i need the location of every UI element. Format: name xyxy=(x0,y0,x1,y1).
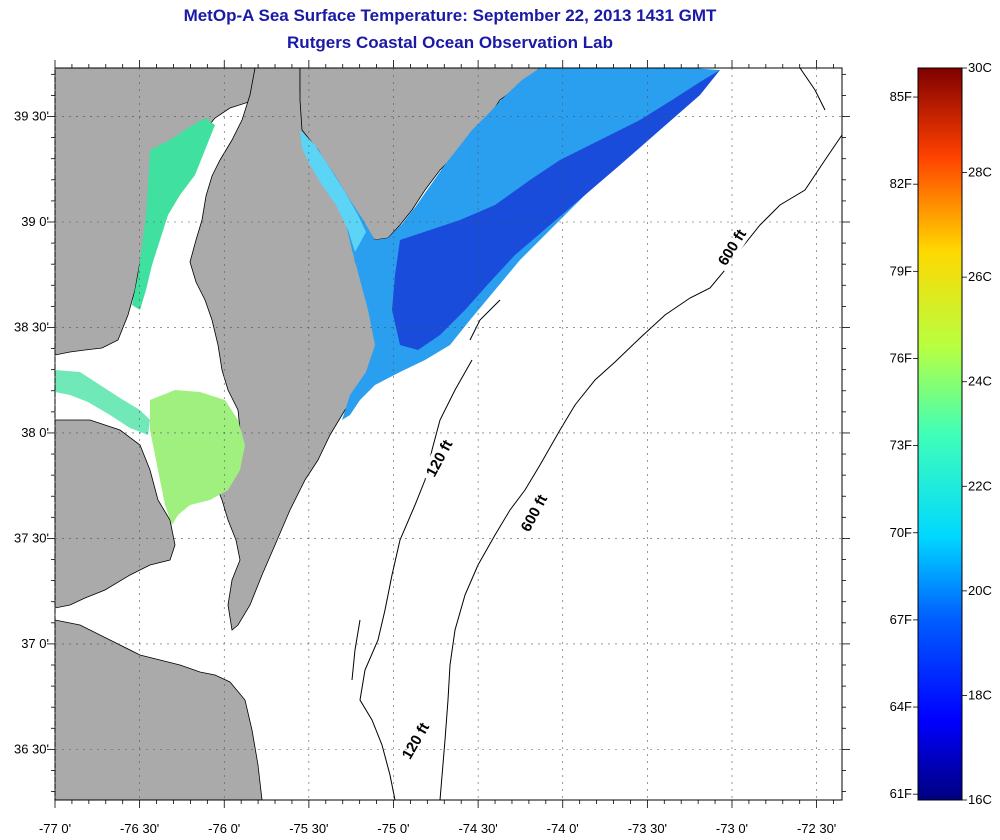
lon-label: -74 30' xyxy=(458,821,497,836)
lat-label: 39 0' xyxy=(21,214,49,229)
sst-nj-offshore-cold xyxy=(392,70,720,350)
land-va-south xyxy=(55,619,263,800)
map-title: MetOp-A Sea Surface Temperature: Septemb… xyxy=(183,6,717,25)
colorbar-label-c: 16C xyxy=(968,792,992,807)
contour-label-bg xyxy=(514,487,554,539)
lon-label: -74 0' xyxy=(547,821,579,836)
colorbar xyxy=(917,67,963,801)
sst-chesapeake-mid xyxy=(150,390,245,525)
contour-120ft-inner xyxy=(351,68,826,681)
lat-label: 37 30' xyxy=(14,530,49,545)
colorbar-label-f: 67F xyxy=(890,612,912,627)
land-va-peninsula xyxy=(55,419,176,609)
colorbar-label-f: 79F xyxy=(890,263,912,278)
colorbar-label-c: 30C xyxy=(968,60,992,75)
colorbar-label-c: 26C xyxy=(968,269,992,284)
contour-label-bg xyxy=(711,222,753,273)
latitude-labels: 39 30' 39 0' 38 30' 38 0' 37 30' 37 0' 36 30' xyxy=(14,109,49,757)
sst-potomac xyxy=(55,370,150,435)
longitude-labels: -77 0' -76 30' -76 0' -75 30' -75 0' -74 30' -… xyxy=(39,821,836,836)
lon-label: -77 0' xyxy=(39,821,71,836)
lon-label: -75 0' xyxy=(377,821,409,836)
lat-label: 38 30' xyxy=(14,319,49,334)
colorbar-label-f: 64F xyxy=(890,699,912,714)
bathymetry-contours xyxy=(351,68,842,800)
contour-600ft xyxy=(439,134,842,800)
lon-label: -73 0' xyxy=(716,821,748,836)
colorbar-labels: 30C 28C 26C 24C 22C 20C 18C 16C 85F 82F 79F 76F 73F 7… xyxy=(890,60,992,807)
colorbar-label-f: 82F xyxy=(890,176,912,191)
colorbar-label-f: 85F xyxy=(890,89,912,104)
contour-label-bg xyxy=(395,715,436,767)
graticule xyxy=(47,60,850,808)
lat-label: 37 0' xyxy=(21,636,49,651)
map-subtitle: Rutgers Coastal Ocean Observation Lab xyxy=(287,33,613,52)
lon-label: -76 0' xyxy=(208,821,240,836)
colorbar-label-c: 20C xyxy=(968,583,992,598)
lon-label: -75 30' xyxy=(289,821,328,836)
lat-label: 38 0' xyxy=(21,425,49,440)
colorbar-label-f: 61F xyxy=(890,786,912,801)
sst-chesapeake-upper xyxy=(132,118,215,310)
lat-label: 36 30' xyxy=(14,741,49,756)
colorbar-label-f: 76F xyxy=(890,350,912,365)
colorbar-label-f: 70F xyxy=(890,525,912,540)
sst-delaware-bay-light xyxy=(300,130,366,252)
lat-label: 39 30' xyxy=(14,109,49,124)
contour-label-bg xyxy=(419,432,459,484)
colorbar-label-c: 18C xyxy=(968,687,992,702)
colorbar-label-c: 24C xyxy=(968,374,992,389)
colorbar-label-c: 28C xyxy=(968,165,992,180)
colorbar-label-c: 22C xyxy=(968,478,992,493)
colorbar-label-f: 73F xyxy=(890,438,912,453)
contour-120ft xyxy=(359,359,473,800)
lon-label: -72 30' xyxy=(797,821,836,836)
lon-label: -76 30' xyxy=(120,821,159,836)
lon-label: -73 30' xyxy=(628,821,667,836)
